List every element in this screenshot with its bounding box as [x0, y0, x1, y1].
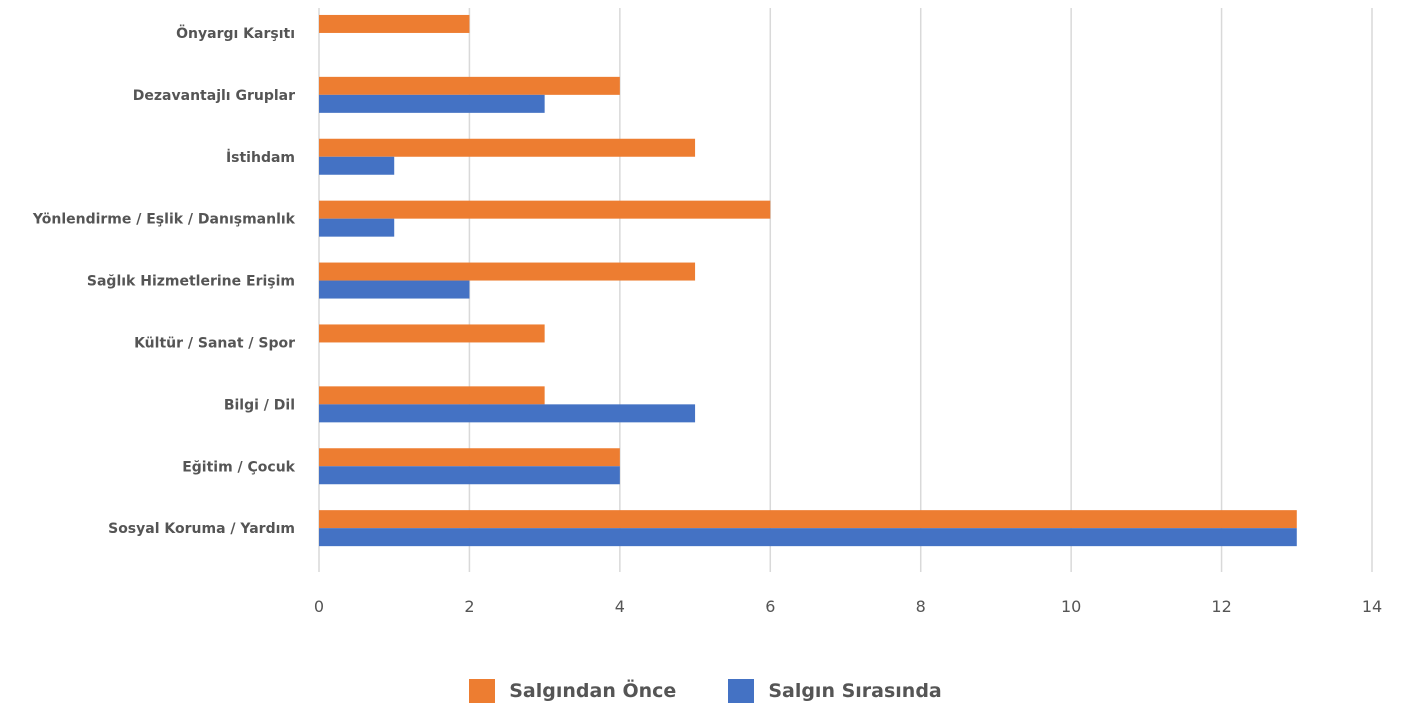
category-label: Sağlık Hizmetlerine Erişim [87, 274, 295, 290]
bar-salgin-sirasinda [319, 466, 620, 485]
x-tick-label: 10 [1061, 597, 1081, 616]
bar-salgindan-once [319, 76, 620, 95]
bar-salgindan-once [319, 510, 1297, 529]
legend-label-before: Salgından Önce [509, 680, 677, 702]
x-axis-tick-labels: 0 2 4 6 8 10 12 14 [314, 597, 1382, 616]
bars [319, 14, 1297, 547]
category-label: İstihdam [226, 149, 295, 166]
x-tick-label: 12 [1211, 597, 1231, 616]
category-label: Önyargı Karşıtı [176, 24, 295, 42]
bar-salgindan-once [319, 448, 620, 467]
legend-swatch-before [469, 679, 496, 703]
bar-salgin-sirasinda [319, 156, 395, 175]
bar-salgin-sirasinda [319, 404, 696, 423]
category-label: Bilgi / Dil [224, 397, 295, 413]
x-tick-label: 8 [916, 597, 926, 616]
category-label: Kültür / Sanat / Spor [134, 335, 295, 351]
bar-salgindan-once [319, 14, 470, 33]
legend-swatch-during [728, 679, 755, 703]
x-tick-label: 14 [1362, 597, 1382, 616]
x-tick-label: 4 [615, 597, 625, 616]
bar-salgin-sirasinda [319, 528, 1297, 547]
bar-salgindan-once [319, 138, 696, 157]
category-label: Eğitim / Çocuk [182, 459, 295, 475]
bar-salgin-sirasinda [319, 94, 545, 113]
legend-label-during: Salgın Sırasında [768, 680, 942, 702]
bar-salgindan-once [319, 324, 545, 343]
x-tick-label: 6 [765, 597, 775, 616]
x-tick-label: 0 [314, 597, 324, 616]
x-tick-label: 2 [464, 597, 474, 616]
bar-salgin-sirasinda [319, 218, 395, 237]
bar-salgindan-once [319, 262, 696, 281]
legend-item-before: Salgından Önce [469, 679, 676, 703]
legend: Salgından Önce Salgın Sırasında [0, 676, 1411, 706]
category-label: Yönlendirme / Eşlik / Danışmanlık [32, 212, 296, 228]
bar-salgindan-once [319, 200, 771, 219]
category-labels: Önyargı Karşıtı Dezavantajlı Gruplar İstih… [32, 24, 296, 537]
legend-item-during: Salgın Sırasında [728, 679, 942, 703]
category-label: Sosyal Koruma / Yardım [108, 521, 295, 537]
bar-salgindan-once [319, 386, 545, 405]
category-label: Dezavantajlı Gruplar [133, 88, 295, 104]
bar-salgin-sirasinda [319, 280, 470, 299]
